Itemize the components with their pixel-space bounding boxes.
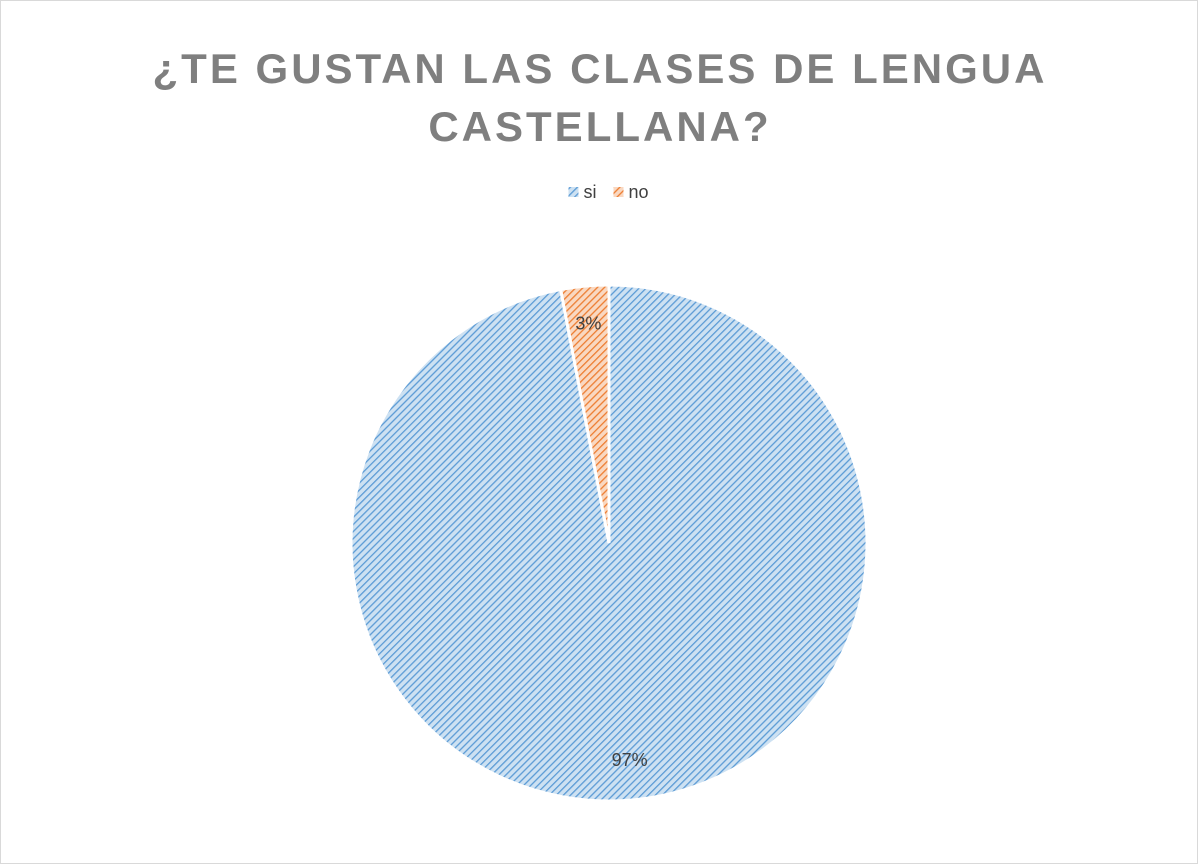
legend-marker — [613, 187, 624, 197]
data-label: 3% — [575, 313, 601, 333]
data-label: 97% — [612, 750, 648, 770]
legend-label: si — [583, 182, 596, 202]
legend-marker — [568, 187, 579, 197]
chart-title: ¿TE GUSTAN LAS CLASES DE LENGUA CASTELLA… — [152, 45, 1048, 150]
legend-label: no — [628, 182, 648, 202]
pie-slice — [558, 283, 611, 544]
